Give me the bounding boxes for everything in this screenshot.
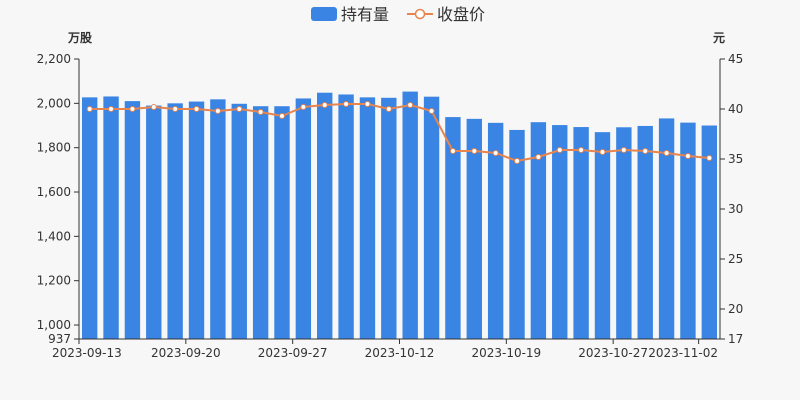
close-price-point-6 xyxy=(214,108,221,114)
close-price-point-10 xyxy=(300,104,307,110)
bar-holdings-24 xyxy=(594,132,611,339)
right-tick-label-1: 20 xyxy=(728,302,743,316)
close-price-point-28 xyxy=(684,153,691,159)
legend-close-marker xyxy=(414,8,426,20)
bar-holdings-27 xyxy=(658,118,675,339)
right-tick-label-4: 35 xyxy=(728,152,743,166)
right-tick-label-6: 45 xyxy=(728,52,743,66)
right-tick-label-0: 17 xyxy=(728,332,743,346)
left-tick-label-7: 2,200 xyxy=(37,52,71,66)
bar-holdings-22 xyxy=(552,125,568,339)
bar-holdings-10 xyxy=(295,98,312,339)
right-tick-label-5: 40 xyxy=(728,102,743,116)
x-tick-label-1: 2023-09-20 xyxy=(151,346,221,360)
bar-holdings-18 xyxy=(466,118,482,339)
bar-holdings-20 xyxy=(509,129,525,339)
left-tick-label-2: 1,200 xyxy=(37,274,71,288)
close-price-point-27 xyxy=(663,150,670,156)
left-tick-label-4: 1,600 xyxy=(37,185,71,199)
legend-close-label: 收盘价 xyxy=(437,5,485,24)
close-price-point-24 xyxy=(599,149,606,155)
bar-holdings-14 xyxy=(381,97,397,340)
close-price-point-0 xyxy=(86,106,93,112)
close-price-point-8 xyxy=(257,109,264,115)
close-price-point-7 xyxy=(236,106,243,112)
x-tick-label-5: 2023-10-27 xyxy=(578,346,648,360)
bar-holdings-16 xyxy=(423,96,440,339)
bar-holdings-12 xyxy=(338,94,354,339)
bar-holdings-29 xyxy=(701,125,718,339)
bar-holdings-4 xyxy=(167,103,183,340)
close-price-point-2 xyxy=(129,106,136,112)
bar-holdings-25 xyxy=(616,127,632,340)
close-price-point-1 xyxy=(108,106,115,112)
bar-holdings-0 xyxy=(81,97,98,340)
close-price-point-3 xyxy=(150,104,157,110)
x-tick-label-3: 2023-10-12 xyxy=(365,346,435,360)
close-price-point-14 xyxy=(385,106,392,112)
legend-holdings-swatch xyxy=(311,7,337,21)
x-tick-label-6: 2023-11-02 xyxy=(648,346,718,360)
close-price-point-18 xyxy=(471,148,478,154)
close-price-point-17 xyxy=(449,148,456,154)
close-price-line xyxy=(86,101,713,164)
bar-holdings-19 xyxy=(487,122,504,339)
close-price-point-5 xyxy=(193,106,200,112)
close-price-point-13 xyxy=(364,101,371,107)
close-price-point-15 xyxy=(407,102,414,108)
close-price-point-19 xyxy=(492,150,499,156)
close-price-point-21 xyxy=(535,154,542,160)
close-price-point-9 xyxy=(278,113,285,119)
bar-holdings-6 xyxy=(210,99,226,339)
right-tick-label-2: 25 xyxy=(728,252,743,266)
bar-holdings-11 xyxy=(317,92,333,340)
close-price-point-20 xyxy=(514,158,521,164)
left-tick-label-6: 2,000 xyxy=(37,96,71,110)
close-price-point-12 xyxy=(343,101,350,107)
left-tick-label-3: 1,400 xyxy=(37,229,71,243)
bar-holdings-17 xyxy=(445,117,461,339)
bar-holdings-3 xyxy=(146,105,162,339)
chart-legend: 持有量 收盘价 xyxy=(311,5,485,24)
left-tick-label-5: 1,800 xyxy=(37,141,71,155)
bar-holdings-9 xyxy=(274,106,290,339)
x-tick-label-0: 2023-09-13 xyxy=(52,346,122,360)
legend-holdings-label: 持有量 xyxy=(341,5,389,24)
bar-holdings-28 xyxy=(680,122,696,340)
bar-holdings-13 xyxy=(359,97,376,340)
right-axis-unit: 元 xyxy=(713,31,725,45)
x-tick-label-2: 2023-09-27 xyxy=(258,346,328,360)
left-tick-label-0: 937 xyxy=(48,332,71,346)
right-tick-label-3: 30 xyxy=(728,202,743,216)
bar-holdings-8 xyxy=(252,106,269,339)
bar-holdings-15 xyxy=(402,91,418,339)
holdings-bars xyxy=(81,91,718,340)
x-tick-label-4: 2023-10-19 xyxy=(471,346,541,360)
bar-holdings-1 xyxy=(103,96,119,340)
close-price-point-4 xyxy=(172,106,179,112)
close-price-point-29 xyxy=(706,155,713,161)
bar-holdings-26 xyxy=(637,125,653,339)
bar-holdings-5 xyxy=(188,101,205,339)
close-price-point-26 xyxy=(642,148,649,154)
close-price-point-25 xyxy=(620,147,627,153)
left-axis-unit: 万股 xyxy=(67,30,93,45)
close-price-point-22 xyxy=(556,147,563,153)
left-tick-label-1: 1,000 xyxy=(37,318,71,332)
bar-holdings-2 xyxy=(124,101,141,339)
close-price-point-16 xyxy=(428,108,435,114)
bar-holdings-7 xyxy=(231,103,247,340)
close-price-point-23 xyxy=(578,147,585,153)
close-price-point-11 xyxy=(321,102,328,108)
bar-holdings-21 xyxy=(530,122,547,340)
bar-holdings-23 xyxy=(573,127,589,339)
close-price-polyline xyxy=(89,103,710,163)
